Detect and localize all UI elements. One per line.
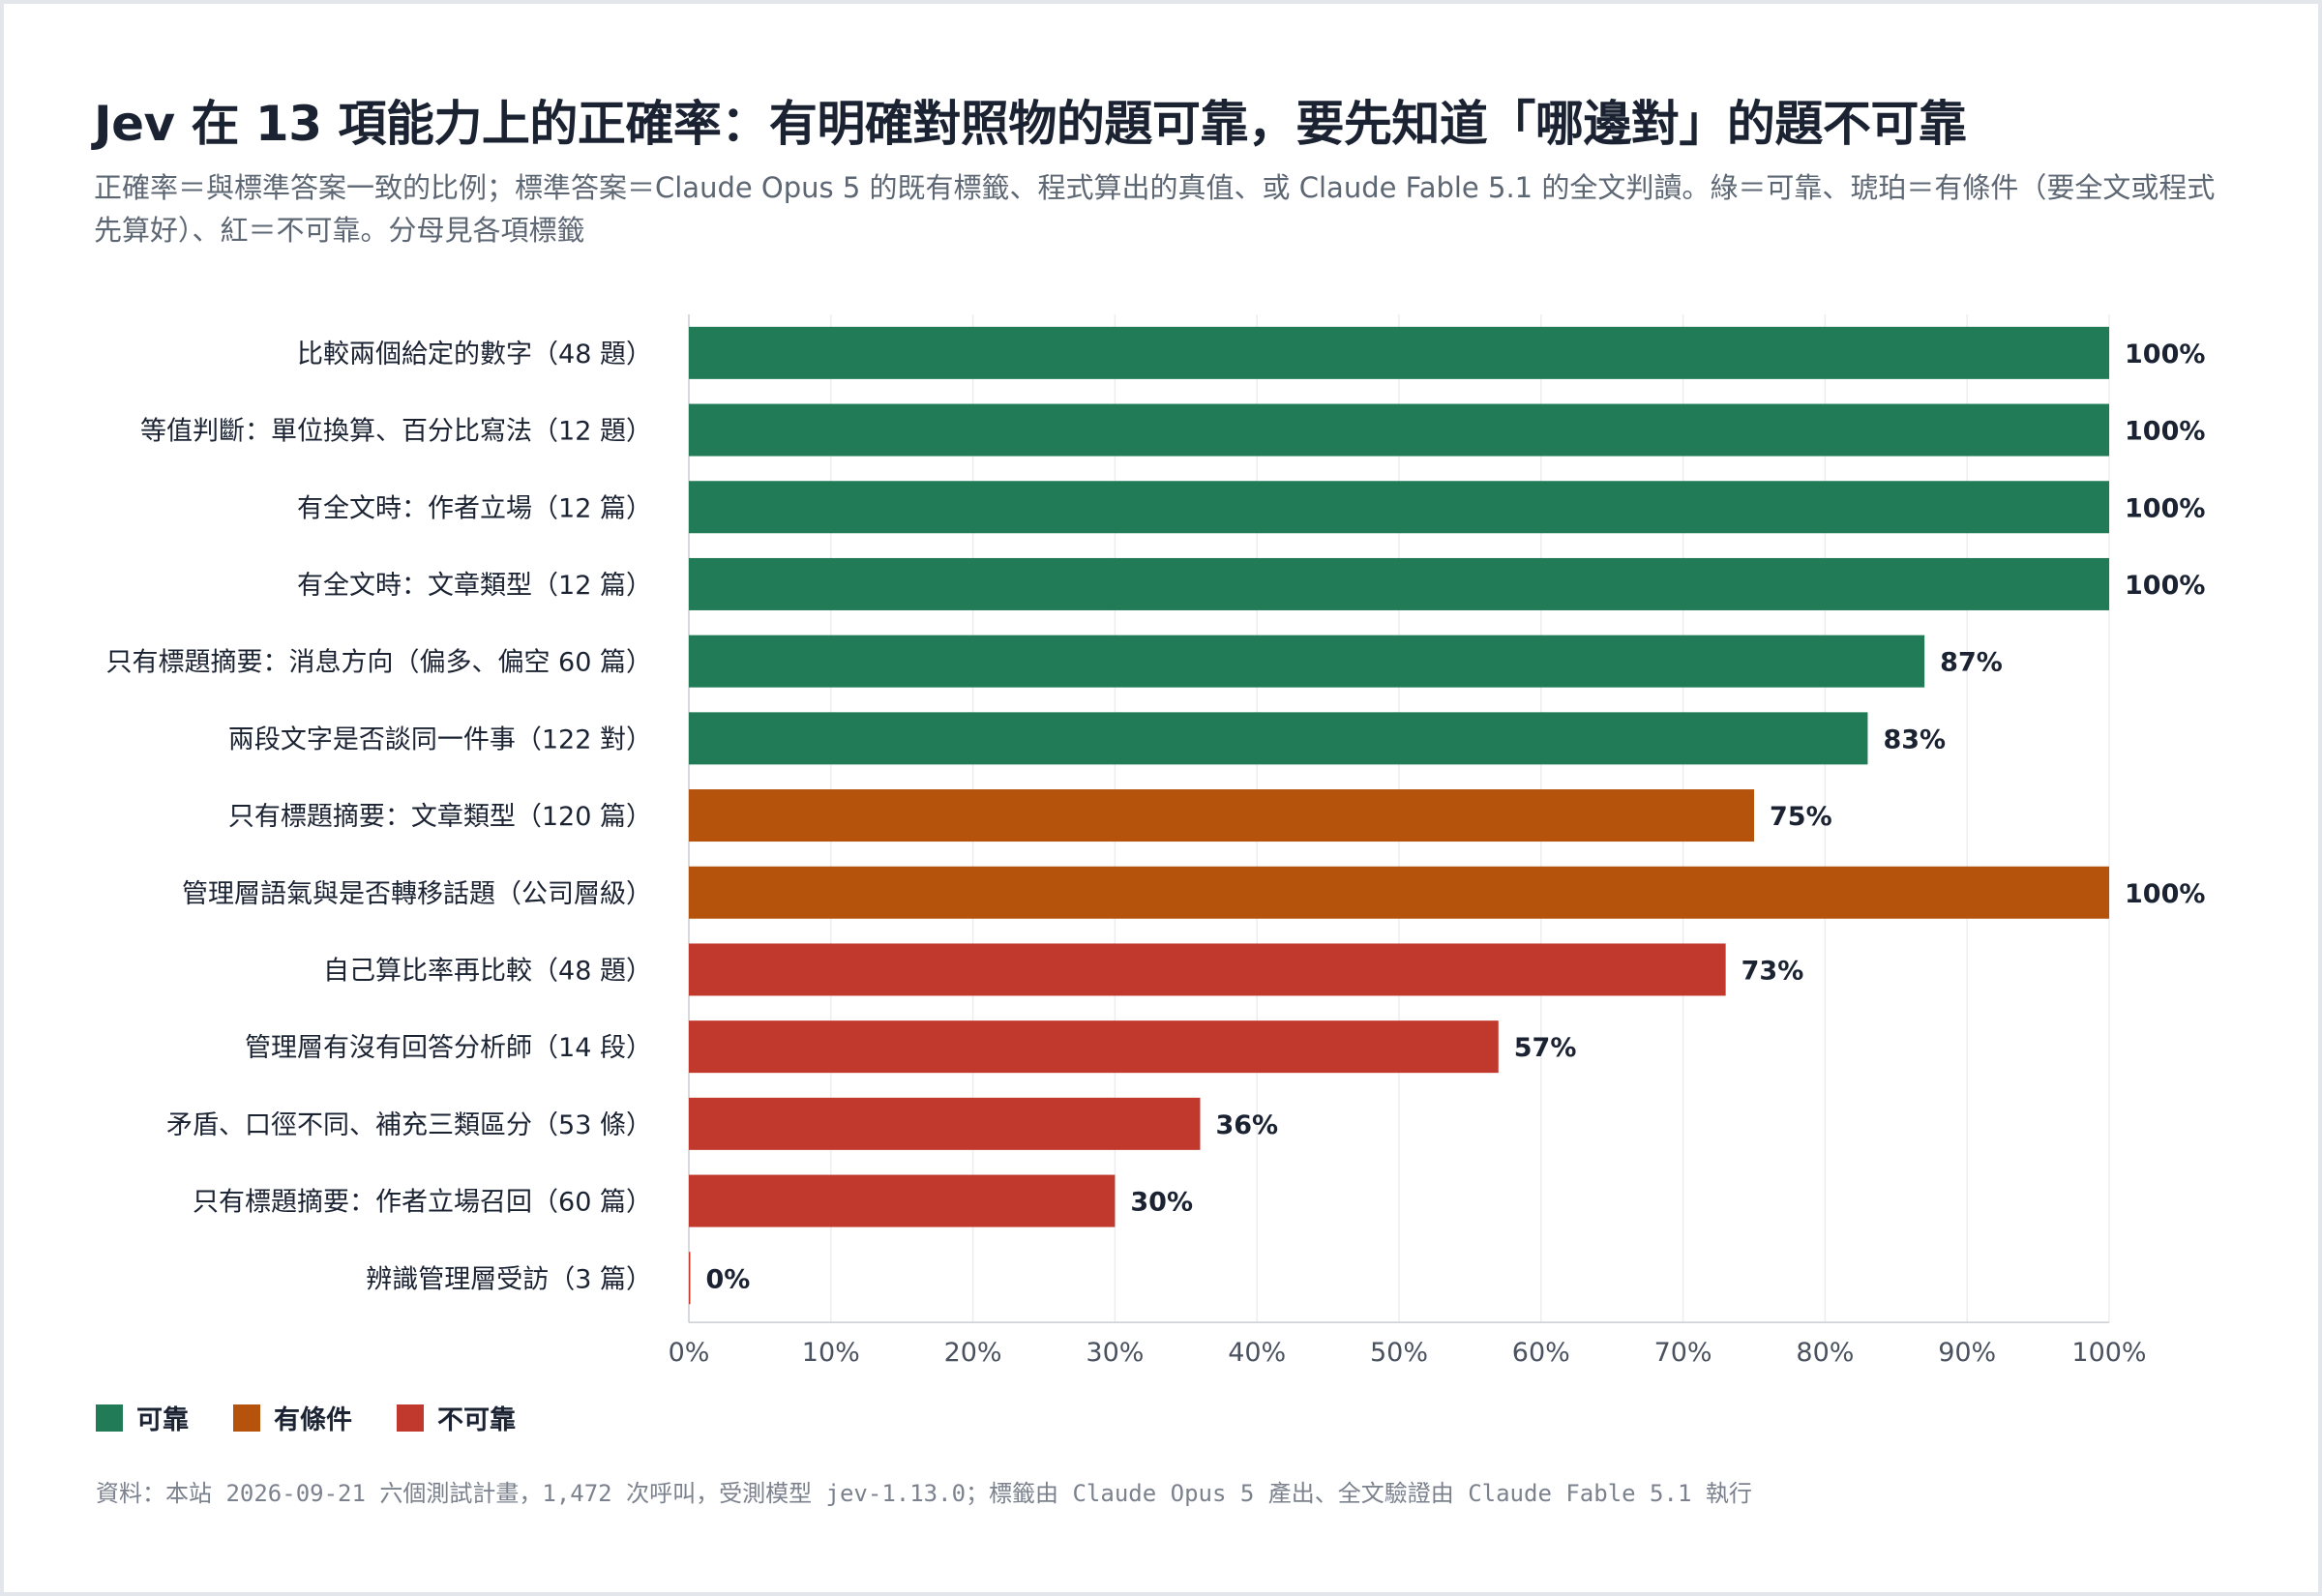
bar — [689, 481, 2109, 534]
value-label: 100% — [2125, 417, 2205, 447]
x-tick-label: 30% — [1086, 1338, 1144, 1368]
x-tick-label: 40% — [1228, 1338, 1286, 1368]
chart-title: Jev 在 13 項能力上的正確率：有明確對照物的題可靠，要先知道「哪邊對」的題… — [94, 96, 1967, 152]
bar — [689, 712, 1868, 765]
legend-swatch-reliable — [96, 1404, 123, 1432]
value-label: 87% — [1940, 648, 2003, 678]
source-note: 資料：本站 2026-09-21 六個測試計畫，1,472 次呼叫，受測模型 j… — [96, 1480, 1752, 1507]
value-label: 100% — [2125, 879, 2205, 909]
category-label: 辨識管理層受訪（3 篇） — [366, 1264, 652, 1294]
bar — [689, 1020, 1499, 1074]
x-tick-label: 60% — [1512, 1338, 1570, 1368]
bar — [689, 1097, 1201, 1150]
x-tick-label: 80% — [1796, 1338, 1854, 1368]
x-tick-label: 20% — [944, 1338, 1002, 1368]
bar — [689, 557, 2109, 610]
value-label: 75% — [1770, 802, 1832, 832]
category-label: 只有標題摘要：文章類型（120 篇） — [228, 802, 652, 832]
category-label: 只有標題摘要：消息方向（偏多、偏空 60 篇） — [105, 648, 652, 678]
bar — [689, 1252, 691, 1305]
bar — [689, 635, 1925, 688]
category-label: 比較兩個給定的數字（48 題） — [297, 340, 652, 369]
legend-label-conditional: 有條件 — [274, 1405, 352, 1435]
bar — [689, 943, 1726, 996]
category-label: 管理層語氣與是否轉移話題（公司層級） — [182, 879, 652, 909]
value-label: 100% — [2125, 493, 2205, 523]
legend-swatch-unreliable — [397, 1404, 424, 1432]
legend: 可靠 有條件 不可靠 — [96, 1399, 560, 1436]
category-label: 等值判斷：單位換算、百分比寫法（12 題） — [140, 417, 652, 447]
category-label: 管理層有沒有回答分析師（14 段） — [245, 1033, 652, 1063]
category-label: 自己算比率再比較（48 題） — [323, 956, 652, 986]
legend-swatch-conditional — [233, 1404, 260, 1432]
bar-chart: 0% 10% 20% 30% 40% 50% 60% 70% 80% 90% 100% 比較兩個給定的… — [105, 314, 2205, 1368]
category-label: 兩段文字是否談同一件事（122 對） — [228, 724, 652, 754]
value-label: 57% — [1514, 1033, 1577, 1063]
x-tick-label: 90% — [1938, 1338, 1996, 1368]
value-label: 83% — [1883, 724, 1946, 754]
x-tick-label: 50% — [1370, 1338, 1428, 1368]
legend-item-unreliable: 不可靠 — [397, 1399, 516, 1436]
x-tick-label: 70% — [1654, 1338, 1712, 1368]
value-label: 36% — [1215, 1110, 1278, 1140]
legend-label-reliable: 可靠 — [136, 1405, 189, 1435]
bar — [689, 866, 2109, 919]
x-tick-label: 100% — [2071, 1338, 2146, 1368]
chart-subtitle: 正確率＝與標準答案一致的比例；標準答案＝Claude Opus 5 的既有標籤、… — [94, 171, 2216, 247]
legend-item-conditional: 有條件 — [233, 1399, 352, 1436]
value-label: 100% — [2125, 571, 2205, 601]
value-label: 100% — [2125, 340, 2205, 369]
value-label: 30% — [1130, 1188, 1193, 1218]
category-label: 矛盾、口徑不同、補充三類區分（53 條） — [166, 1110, 652, 1140]
category-label: 只有標題摘要：作者立場召回（60 篇） — [193, 1188, 652, 1218]
value-label: 73% — [1742, 956, 1804, 986]
bar — [689, 326, 2109, 379]
category-label: 有全文時：作者立場（12 篇） — [297, 493, 652, 523]
x-tick-label: 10% — [802, 1338, 860, 1368]
legend-label-unreliable: 不可靠 — [437, 1405, 516, 1435]
bar — [689, 1174, 1116, 1227]
legend-item-reliable: 可靠 — [96, 1399, 189, 1436]
bar — [689, 403, 2109, 457]
value-label: 0% — [706, 1264, 751, 1294]
bar — [689, 789, 1754, 842]
category-label: 有全文時：文章類型（12 篇） — [297, 571, 652, 601]
x-tick-label: 0% — [669, 1338, 710, 1368]
